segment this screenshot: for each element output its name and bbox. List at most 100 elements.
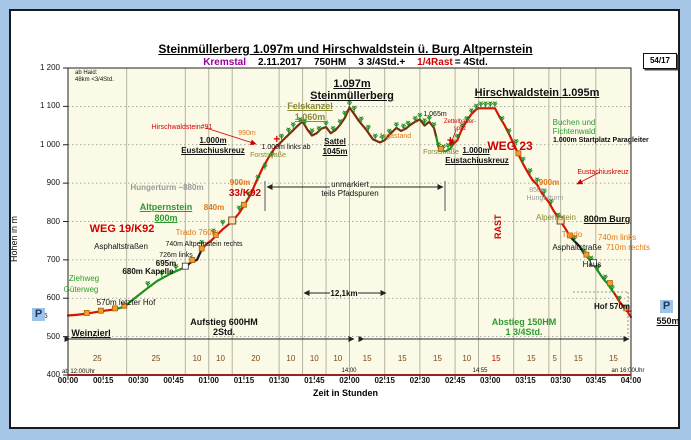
label-1045m: 1045m [322, 147, 348, 156]
section-minutes-7: 10 [333, 354, 343, 363]
tree-icon [220, 219, 226, 227]
label-740m-altpernstein-rechts: 740m Altpernstein rechts [165, 241, 243, 248]
x-tick-label-02-30: 02:30 [409, 376, 431, 385]
subtitle-time: 3 3/4Std.+ [358, 57, 406, 68]
tree-icon [269, 151, 275, 159]
tree-icon [602, 274, 608, 281]
profile-segment-red [200, 142, 281, 251]
y-tick-label-800: 800 [46, 216, 60, 226]
label-haus: Haus [582, 260, 602, 269]
label-1-065m: 1.065m [423, 111, 447, 118]
tree-icon [145, 280, 151, 288]
section-minutes-0: 25 [92, 354, 102, 363]
subtitle-date: 2.11.2017 [258, 57, 302, 68]
x-axis-title: Zeit in Stunden [313, 388, 378, 398]
section-minutes-16: 15 [608, 354, 618, 363]
y-tick-label-1-000: 1 000 [39, 139, 60, 149]
section-minutes-9: 15 [397, 354, 407, 363]
tree-icon [506, 128, 512, 135]
x-tick-label-02-00: 02:00 [339, 376, 360, 385]
tree-icon [199, 239, 205, 247]
label-1-3-4std: 1 3/4Std. [505, 327, 543, 337]
label-33-k92: 33/K92 [228, 188, 262, 199]
label-1-000m: 1.000m [199, 136, 227, 145]
label-14-55: 14:55 [472, 368, 488, 374]
waypoint-marker [112, 305, 118, 312]
label-680m-kapelle: 680m Kapelle [122, 267, 174, 276]
label-850m: 850m [529, 187, 547, 194]
label-800m-burg: 800m Burg [583, 214, 631, 224]
callout-line [576, 171, 601, 185]
tree-icon [173, 263, 179, 271]
tree-icon [426, 115, 432, 122]
tree-icon [487, 101, 493, 108]
tree-icon [358, 116, 364, 123]
x-tick-label-02-45: 02:45 [444, 376, 466, 385]
section-minutes-4: 20 [251, 354, 261, 363]
label-felskanzel: Felskanzel [287, 101, 333, 111]
tree-icon [290, 121, 296, 129]
y-tick-label-600: 600 [46, 293, 60, 303]
y-tick-label-700: 700 [46, 254, 60, 264]
label-asphaltstra-en: Asphaltstraßen [94, 242, 148, 251]
x-tick-label-01-00: 01:00 [198, 376, 219, 385]
section-minutes-8: 15 [362, 354, 372, 363]
tree-icon [454, 133, 461, 141]
page-title: Steinmüllerberg 1.097m und Hirschwaldste… [158, 42, 533, 56]
x-tick-label-03-45: 03:45 [585, 376, 607, 385]
label-hof-570m: Hof 570m [593, 302, 631, 311]
waypoint-marker [97, 307, 104, 314]
x-tick-label-03-00: 03:00 [480, 376, 501, 385]
subtitle-region: Kremstal [203, 57, 246, 68]
x-tick-label-00-15: 00:15 [92, 376, 114, 385]
label-weg-19-k92: WEG 19/K92 [89, 223, 155, 235]
x-tick-label-04-00: 04:00 [620, 376, 642, 385]
label-asphaltstra-e: Asphaltstraße [552, 243, 602, 252]
castle-marker [228, 216, 237, 225]
waypoint-marker [212, 232, 219, 238]
tree-icon [365, 124, 371, 132]
tree-icon [588, 255, 594, 263]
label-aufstieg-600hm: Aufstieg 600HM [190, 317, 258, 327]
tree-icon [412, 115, 418, 123]
label-800m: 800m [154, 213, 178, 223]
label-ziehweg: Ziehweg [68, 274, 100, 283]
tree-icon [236, 205, 242, 212]
tree-icon [464, 115, 470, 123]
label-550m: 550m [656, 316, 680, 326]
tree-icon [393, 121, 400, 129]
label-hungerturm-880m: Hungerturm ~880m [130, 183, 204, 192]
waypoint-marker [606, 280, 613, 286]
tree-icon [616, 295, 622, 303]
tree-icon [386, 128, 393, 136]
tree-icon [400, 123, 407, 131]
tree-icon [478, 101, 484, 108]
profile-segment-maroon [278, 106, 438, 146]
tree-icon [541, 188, 547, 196]
tree-icon [323, 120, 329, 128]
subtitle: Kremstal 2.11.2017 750HM 3 3/4Std.+ 1/4Rast =… [0, 57, 691, 68]
tree-icon [572, 234, 578, 242]
tree-icon [309, 128, 315, 135]
tree-icon [527, 168, 533, 175]
section-minutes-2: 10 [192, 354, 202, 363]
x-tick-label-03-30: 03:30 [550, 376, 571, 385]
waypoint-marker [83, 310, 90, 316]
tree-icon [297, 116, 303, 124]
label-1-000m: 1.000m [462, 146, 490, 155]
tree-icon [492, 101, 498, 108]
label-2std: 2Std. [212, 327, 236, 337]
label-buchen-und: Buchen und [552, 118, 596, 127]
label-weg-23: WEG 23 [487, 139, 533, 153]
label-trado-760m: Trado 760m [175, 228, 219, 237]
tree-icon [372, 133, 378, 141]
x-tick-label-01-15: 01:15 [233, 376, 255, 385]
subtitle-total: = 4Std. [454, 57, 488, 68]
label-altpernstein: Altpernstein [139, 202, 193, 212]
section-minutes-11: 10 [462, 354, 472, 363]
label-unmarkiert: unmarkiert [331, 180, 369, 189]
label-1-060m: 1.060m [294, 112, 326, 122]
label-hungerturm: Hungerturm [526, 195, 564, 202]
page-number-badge: 54/17 [643, 53, 677, 69]
